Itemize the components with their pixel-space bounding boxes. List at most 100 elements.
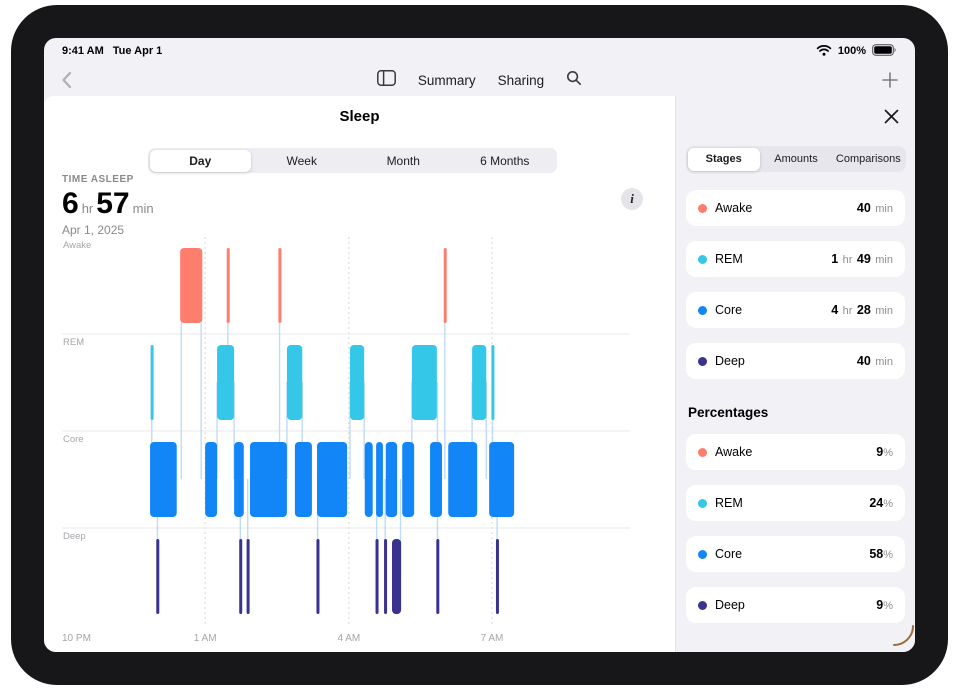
sleep-sheet: Sleep Day Week Month 6 Months TIME ASLEEP 6…: [44, 96, 915, 652]
stage-color-dot: [698, 600, 707, 610]
detail-tab-amounts[interactable]: Amounts: [774, 153, 818, 165]
duration-card-awake: Awake 40 min: [686, 190, 905, 226]
sleep-segment-deep: [239, 539, 243, 614]
stage-name: Deep: [715, 598, 745, 612]
status-date: Tue Apr 1: [112, 45, 163, 57]
nav-item-sharing[interactable]: Sharing: [497, 72, 545, 88]
tab-month[interactable]: Month: [386, 153, 420, 168]
percentage-card-core: Core 58%: [686, 536, 905, 572]
stage-name: Awake: [715, 445, 753, 459]
sleep-segment-core: [150, 442, 177, 517]
quick-note-corner-indicator[interactable]: [892, 624, 914, 651]
detail-tab-comparisons[interactable]: Comparisons: [835, 153, 901, 165]
duration-card-core: Core 4 hr 28 min: [686, 292, 905, 328]
sleep-segment-deep: [156, 539, 160, 614]
tab-day[interactable]: Day: [149, 149, 251, 172]
tab-6-months[interactable]: 6 Months: [480, 153, 530, 168]
metric-label: TIME ASLEEP: [62, 174, 134, 185]
chart-container: Awake REM Core Deep 10 PM 1 AM 4 AM 7 AM: [62, 237, 630, 647]
percentage-card-deep: Deep 9%: [686, 587, 905, 623]
stage-color-dot: [698, 447, 707, 457]
add-button[interactable]: [879, 69, 901, 91]
sleep-segment-deep: [375, 539, 379, 614]
sleep-segment-core: [364, 442, 373, 517]
status-bar: 9:41 AM Tue Apr 1 100%: [44, 38, 915, 64]
sleep-segment-core: [448, 442, 478, 517]
row-label-core: Core: [63, 434, 84, 445]
wifi-icon: [816, 44, 832, 59]
stage-name: Deep: [715, 354, 745, 368]
main-panel: Sleep Day Week Month 6 Months TIME ASLEEP 6…: [44, 96, 675, 652]
stage-name: Core: [715, 303, 743, 317]
metric-value: 6 hr 57 min: [62, 187, 157, 221]
sleep-segment-core: [205, 442, 218, 517]
sidebar-toggle-icon[interactable]: [376, 69, 396, 91]
metric-part: 57: [96, 187, 130, 220]
stage-value: 9%: [876, 598, 893, 612]
sleep-segment-rem: [150, 345, 154, 420]
sleep-stages-chart[interactable]: Awake REM Core Deep 10 PM 1 AM 4 AM 7 AM: [62, 237, 630, 647]
screen: 9:41 AM Tue Apr 1 100%: [44, 38, 915, 652]
stage-color-dot: [698, 254, 707, 264]
search-icon[interactable]: [566, 70, 582, 91]
metric-date: Apr 1, 2025: [62, 223, 125, 237]
duration-card-deep: Deep 40 min: [686, 343, 905, 379]
details-sidebar: Stages Amounts Comparisons Awake 40 min REM 1…: [675, 96, 915, 652]
sleep-segment-core: [430, 442, 442, 517]
sleep-segment-rem: [286, 345, 303, 420]
stage-name: Awake: [715, 201, 753, 215]
duration-cards: Awake 40 min REM 1 hr 49 min Core 4 hr 28 min…: [686, 190, 905, 379]
stage-value: 1 hr 49 min: [831, 252, 893, 266]
sleep-segment-awake: [278, 248, 282, 323]
sleep-segment-deep: [392, 539, 402, 614]
sleep-segment-deep: [246, 539, 250, 614]
x-tick-label: 1 AM: [194, 633, 217, 644]
sleep-segment-rem: [411, 345, 437, 420]
metric-part: 6: [62, 187, 79, 220]
stage-name: REM: [715, 496, 743, 510]
sleep-segment-deep: [384, 539, 388, 614]
detail-tab-stages[interactable]: Stages: [687, 147, 760, 171]
stage-color-dot: [698, 498, 707, 508]
info-button[interactable]: i: [621, 188, 643, 210]
sleep-segment-core: [294, 442, 312, 517]
stage-color-dot: [698, 305, 707, 315]
status-time: 9:41 AM: [62, 45, 104, 57]
stages-list: Awake 40 min REM 1 hr 49 min Core 4 hr 28 min…: [686, 190, 905, 638]
battery-percent: 100%: [837, 45, 866, 57]
stage-value: 9%: [876, 445, 893, 459]
stage-value: 4 hr 28 min: [831, 303, 893, 317]
sleep-segment-rem: [491, 345, 495, 420]
stage-color-dot: [698, 549, 707, 559]
sleep-segment-deep: [495, 539, 499, 614]
percentage-card-awake: Awake 9%: [686, 434, 905, 470]
back-button[interactable]: [55, 69, 77, 91]
metric-part: hr: [81, 201, 94, 216]
sleep-segment-rem: [472, 345, 487, 420]
x-tick-label: 4 AM: [337, 633, 360, 644]
period-tabs: Day Week Month 6 Months: [148, 148, 557, 173]
stage-value: 58%: [869, 547, 893, 561]
stage-color-dot: [698, 203, 707, 213]
sleep-segment-core: [376, 442, 383, 517]
stage-value: 40 min: [856, 201, 893, 215]
sleep-segment-awake: [180, 248, 203, 323]
close-button[interactable]: [879, 104, 903, 128]
page-title: Sleep: [339, 108, 380, 125]
row-label-deep: Deep: [63, 531, 86, 542]
sleep-segment-core: [250, 442, 287, 517]
metric-part: min: [132, 201, 154, 216]
tab-week[interactable]: Week: [286, 153, 317, 168]
percentage-card-rem: REM 24%: [686, 485, 905, 521]
x-tick-label: 10 PM: [62, 633, 91, 644]
nav-item-summary[interactable]: Summary: [417, 72, 476, 88]
sleep-segment-rem: [349, 345, 365, 420]
ipad-device-frame: 9:41 AM Tue Apr 1 100%: [11, 5, 948, 685]
stage-name: Core: [715, 547, 743, 561]
time-asleep-metric: TIME ASLEEP 6 hr 57 min Apr 1, 2025: [62, 174, 157, 237]
sleep-segment-core: [385, 442, 398, 517]
sleep-segment-deep: [316, 539, 320, 614]
sleep-segment-core: [234, 442, 244, 517]
row-label-rem: REM: [63, 337, 84, 348]
